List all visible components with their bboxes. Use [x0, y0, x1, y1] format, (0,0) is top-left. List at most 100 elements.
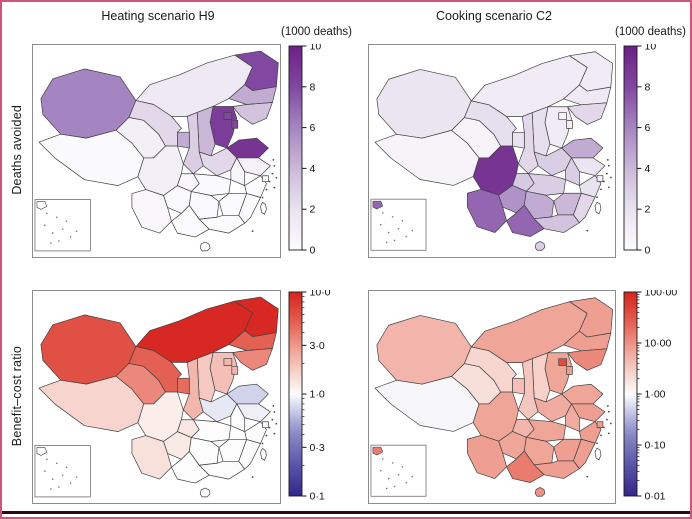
panel-heating-bcr: 0·1 0·3 1·0 3·0 10·0 — [32, 290, 356, 504]
province-guangdong — [198, 214, 246, 234]
province-shanghai — [262, 175, 269, 183]
coast-dot — [596, 442, 598, 445]
coast-dot — [268, 180, 271, 183]
province-guangdong — [533, 214, 580, 233]
province-zhejiang — [579, 421, 602, 444]
coast-dot — [251, 230, 254, 233]
coast-dot — [265, 434, 268, 437]
colorbar-cooking-deaths: 0 2 4 6 8 10 — [623, 44, 656, 257]
coast-dot — [275, 422, 278, 425]
colorbar-gradient — [623, 291, 638, 497]
inset-island-dot — [46, 212, 48, 215]
province-tianjin — [566, 120, 573, 129]
province-beijing — [223, 112, 233, 120]
coast-dot — [271, 418, 274, 421]
inset-island-dot — [405, 235, 408, 238]
province-fujian — [573, 192, 596, 224]
colorbar-heating-bcr: 0·1 0·3 1·0 3·0 10·0 — [288, 290, 331, 502]
coast-dot — [268, 426, 271, 429]
coast-dot — [586, 229, 589, 232]
inset-island-dot — [381, 458, 384, 460]
colorbar-tick-label: 0·10 — [644, 440, 665, 452]
coast-dot — [605, 172, 608, 175]
colorbar-units-heating: (1000 deaths) — [281, 26, 352, 38]
colorbar-tick-label: 10·0 — [310, 290, 331, 299]
coast-dot — [609, 422, 612, 425]
province-anhui — [230, 403, 246, 432]
province-hainan — [534, 487, 546, 497]
inset-island-dot — [380, 223, 382, 226]
colorbar-tick-label: 10·00 — [644, 338, 671, 350]
coast-dot — [607, 164, 610, 167]
province-chongqing — [177, 419, 200, 438]
column-header-cooking: Cooking scenario C2 (1000 deaths) — [356, 6, 690, 44]
province-shanghai — [596, 421, 604, 428]
province-taiwan — [594, 447, 602, 461]
inset-island-dot — [401, 466, 404, 468]
province-zhejiang — [244, 421, 267, 444]
inset-island-dot — [393, 485, 396, 488]
province-hainan — [199, 241, 211, 252]
colorbar-tick-label: 0·3 — [310, 442, 325, 454]
province-beijing — [223, 358, 233, 366]
inset-island-dot — [51, 478, 54, 480]
coast-dot — [261, 442, 264, 445]
colorbar-tick-label: 10 — [310, 44, 322, 53]
colorbar-tick-label: 4 — [310, 163, 316, 175]
coast-dot — [606, 158, 609, 161]
colorbar-tick-label: 0 — [310, 245, 316, 257]
colorbar-tick-label: 8 — [310, 81, 316, 93]
province-tianjin — [231, 119, 239, 129]
province-liaoning — [567, 102, 608, 125]
province-zhejiang — [244, 175, 267, 198]
province-taiwan — [594, 201, 602, 215]
inset-island-dot — [401, 220, 404, 222]
colorbar-tick-label: 2 — [310, 204, 316, 216]
province-beijing — [558, 112, 567, 120]
china-map-cooking-deaths — [368, 44, 616, 258]
coast-dot — [609, 176, 612, 179]
inset-island-dot — [44, 470, 46, 472]
inset-island-dot — [57, 240, 60, 242]
coast-dot — [607, 410, 610, 413]
inset-island-dot — [61, 474, 64, 476]
province-guangxi — [171, 451, 210, 484]
column-title-cooking: Cooking scenario C2 — [435, 9, 553, 23]
inset-island-dot — [411, 229, 414, 232]
figure-bottom-rule — [2, 511, 690, 514]
colorbar-cooking-bcr: 0·01 0·10 1·00 10·00 100·00 — [623, 290, 677, 502]
inset-island-dot — [391, 462, 394, 464]
inset-island-dot — [387, 477, 390, 480]
province-tianjin — [566, 366, 573, 375]
inset-island-dot — [75, 476, 78, 478]
colorbar-tick-label: 0 — [644, 245, 650, 257]
province-ningxia — [512, 377, 525, 395]
province-liaoning — [232, 102, 273, 125]
inset-island-dot — [51, 232, 54, 234]
inset-land — [36, 201, 48, 210]
colorbar-tick-label: 3·0 — [310, 340, 325, 352]
inset-island-dot — [380, 469, 382, 472]
colorbar-tick-label: 6 — [644, 122, 650, 134]
coast-dot — [275, 176, 278, 179]
colorbar-tick-label: 8 — [644, 81, 650, 93]
inset-island-dot — [65, 220, 68, 223]
colorbar-tick-label: 6 — [310, 122, 316, 134]
colorbar-gradient — [623, 45, 638, 251]
province-guangxi — [506, 450, 545, 483]
coast-dot — [273, 186, 276, 189]
coast-dot — [600, 434, 602, 437]
province-anhui — [230, 157, 246, 186]
row-label-deaths-avoided: Deaths avoided — [10, 105, 24, 195]
province-liaoning — [567, 348, 608, 371]
inset-island-dot — [55, 216, 58, 219]
province-fujian — [238, 439, 261, 470]
coast-dot — [607, 432, 610, 435]
inset-island-dot — [405, 481, 408, 484]
province-chongqing — [512, 419, 535, 438]
inset-island-dot — [50, 242, 52, 244]
inset-island-dot — [397, 227, 400, 230]
inset-island-dot — [69, 482, 72, 484]
column-header-heating: Heating scenario H9 (1000 deaths) — [32, 6, 356, 44]
coast-dot — [596, 196, 598, 199]
